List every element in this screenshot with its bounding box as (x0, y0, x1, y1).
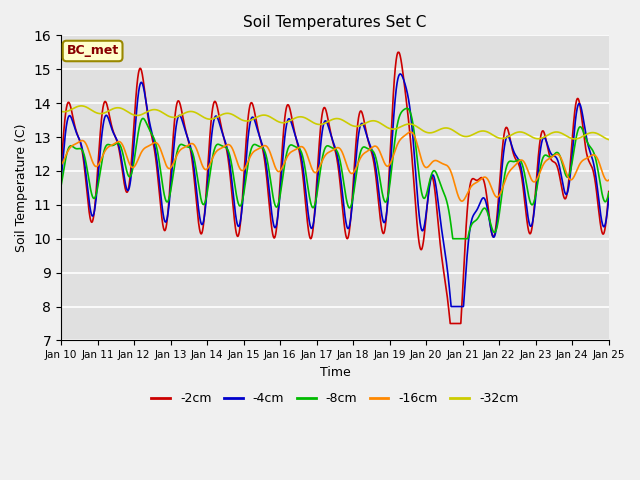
Line: -32cm: -32cm (61, 106, 609, 140)
-16cm (406, 129, 414, 135)
-4cm (57, 179, 65, 184)
-2cm (605, 189, 612, 194)
-2cm (152, 158, 160, 164)
-32cm (57, 108, 65, 114)
-8cm (536, 170, 543, 176)
-2cm (595, 204, 602, 210)
-4cm (268, 205, 275, 211)
-8cm (595, 169, 602, 175)
-8cm (403, 106, 411, 111)
-16cm (458, 198, 466, 204)
X-axis label: Time: Time (319, 366, 350, 379)
-8cm (120, 154, 127, 159)
Line: -16cm: -16cm (61, 132, 609, 201)
-2cm (536, 144, 543, 149)
Text: BC_met: BC_met (67, 45, 119, 58)
Line: -8cm: -8cm (61, 108, 609, 239)
-8cm (152, 142, 160, 147)
-32cm (120, 107, 127, 112)
-8cm (449, 236, 456, 241)
-4cm (605, 195, 612, 201)
-8cm (605, 190, 612, 196)
-8cm (291, 144, 299, 149)
-4cm (595, 193, 602, 199)
-32cm (77, 103, 85, 109)
-16cm (536, 171, 543, 177)
Y-axis label: Soil Temperature (C): Soil Temperature (C) (15, 124, 28, 252)
-32cm (595, 131, 602, 137)
-16cm (152, 140, 160, 145)
-2cm (291, 130, 299, 136)
-4cm (120, 169, 127, 175)
-2cm (268, 220, 275, 226)
-32cm (268, 115, 275, 120)
-4cm (536, 156, 543, 161)
-16cm (291, 147, 299, 153)
-2cm (394, 49, 402, 55)
-32cm (605, 137, 612, 143)
-16cm (595, 158, 602, 164)
Line: -2cm: -2cm (61, 52, 609, 324)
-16cm (120, 144, 127, 150)
Line: -4cm: -4cm (61, 74, 609, 307)
-4cm (152, 151, 160, 156)
-8cm (57, 183, 65, 189)
-2cm (446, 321, 454, 326)
-8cm (268, 181, 275, 187)
Title: Soil Temperatures Set C: Soil Temperatures Set C (243, 15, 427, 30)
-32cm (291, 115, 299, 121)
-16cm (57, 162, 65, 168)
-4cm (396, 71, 404, 77)
-4cm (447, 304, 455, 310)
Legend: -2cm, -4cm, -8cm, -16cm, -32cm: -2cm, -4cm, -8cm, -16cm, -32cm (147, 387, 524, 410)
-2cm (120, 176, 127, 181)
-32cm (152, 107, 160, 113)
-32cm (535, 136, 543, 142)
-2cm (57, 166, 65, 172)
-4cm (291, 132, 299, 137)
-16cm (605, 177, 612, 183)
-16cm (268, 152, 275, 158)
